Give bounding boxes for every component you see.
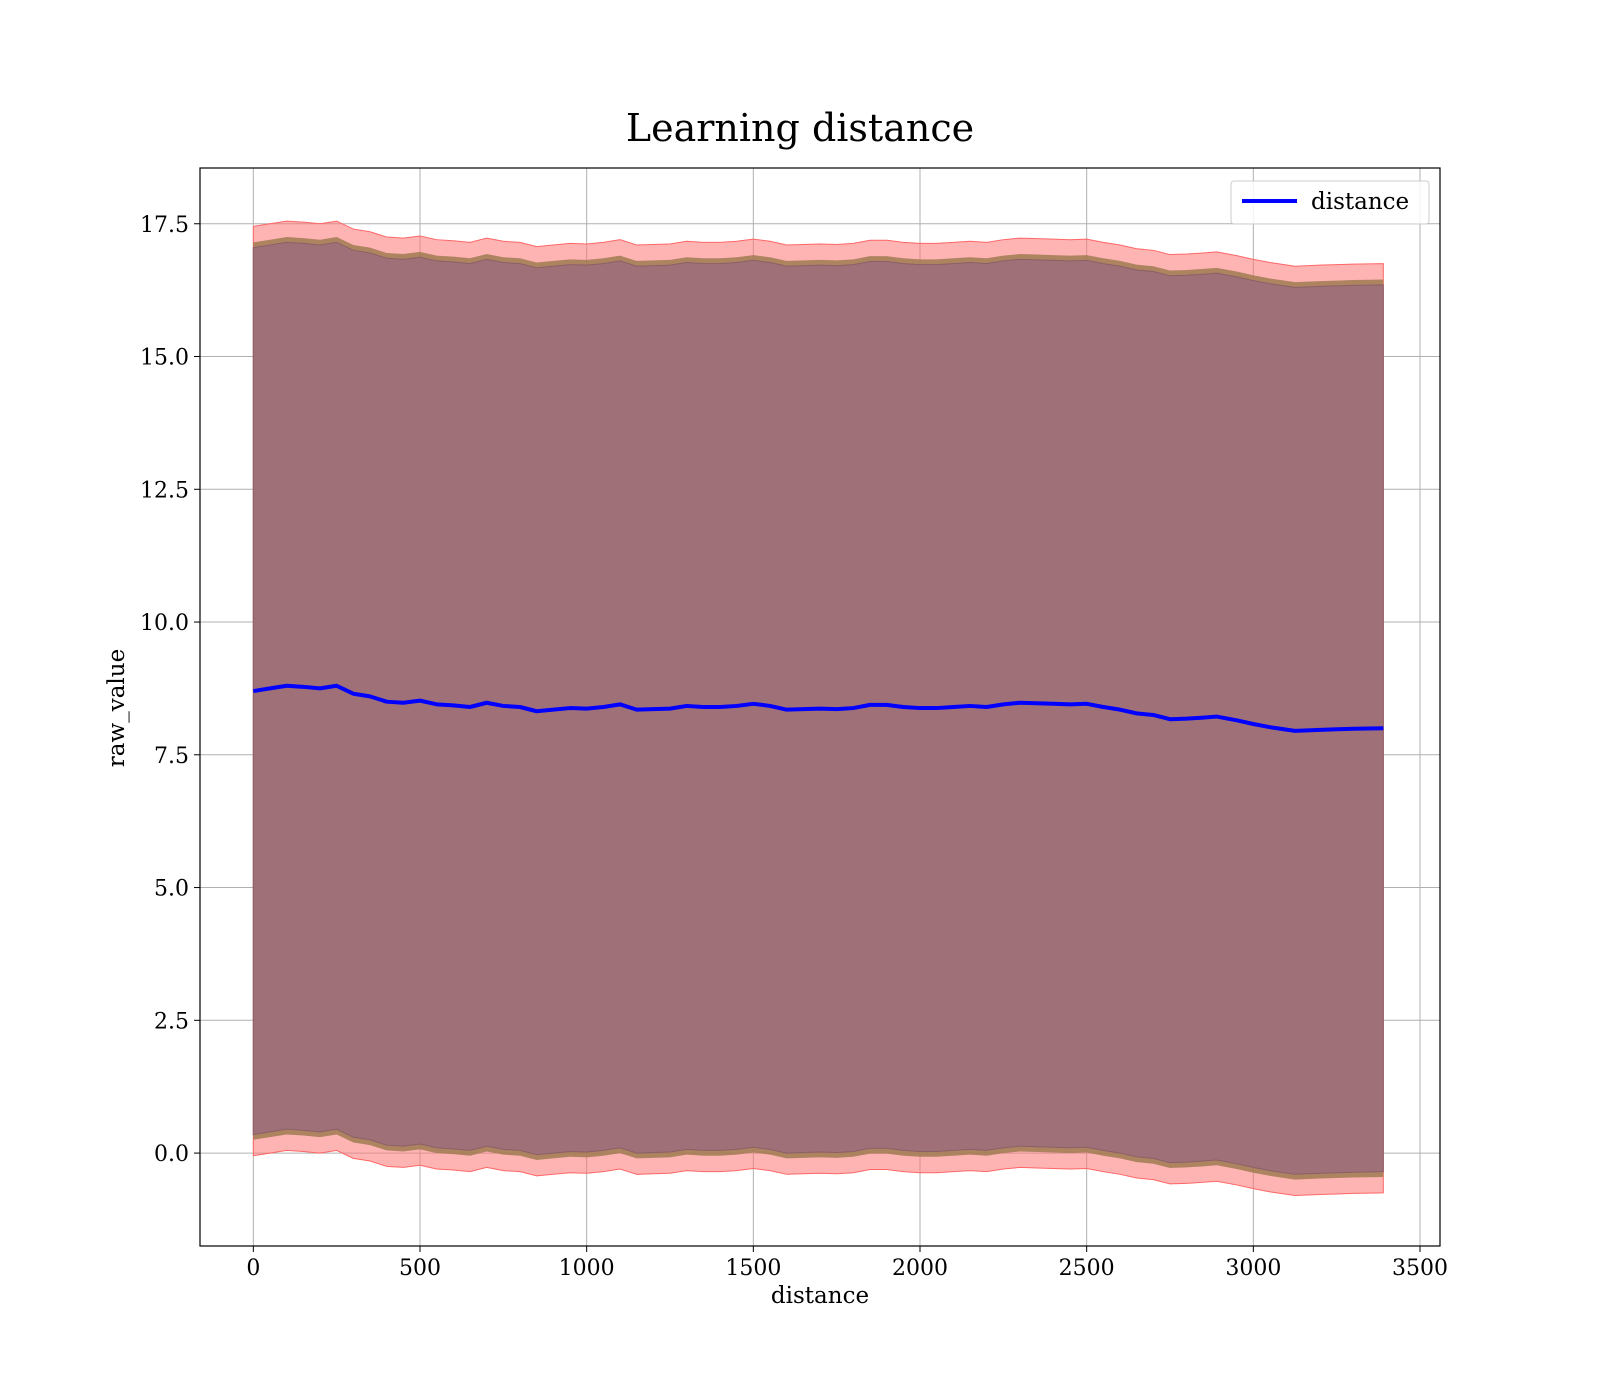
legend-box [1230,180,1430,225]
x-tick-label: 1500 [725,1256,781,1281]
x-tick-label: 500 [399,1256,441,1281]
y-tick-label: 2.5 [154,1009,189,1034]
y-axis-label: raw_value [104,649,130,767]
y-tick-label: 15.0 [140,346,189,371]
x-tick-label: 0 [246,1256,260,1281]
y-tick-label: 7.5 [154,744,189,769]
chart-title: Learning distance [626,106,974,150]
legend-entry: distance [1311,189,1409,215]
y-tick-label: 17.5 [140,213,189,238]
x-axis-label: distance [771,1283,869,1309]
y-tick-label: 0.0 [154,1142,189,1167]
plot-frame [199,167,1441,1247]
y-tick-label: 12.5 [140,478,189,503]
x-tick-label: 3500 [1392,1256,1448,1281]
x-tick-label: 2500 [1059,1256,1115,1281]
x-ticks: 0 500 1000 1500 2000 2500 3000 3500 [246,1246,1448,1281]
legend: distance [1230,180,1430,225]
y-tick-label: 10.0 [140,611,189,636]
y-tick-label: 5.0 [154,877,189,902]
x-tick-label: 2000 [892,1256,948,1281]
x-tick-label: 3000 [1225,1256,1281,1281]
y-ticks: 0.0 2.5 5.0 7.5 10.0 12.5 15.0 17.5 [140,213,200,1167]
x-tick-label: 1000 [559,1256,615,1281]
series-lines [253,683,1384,733]
series-line-distance [253,683,1384,733]
